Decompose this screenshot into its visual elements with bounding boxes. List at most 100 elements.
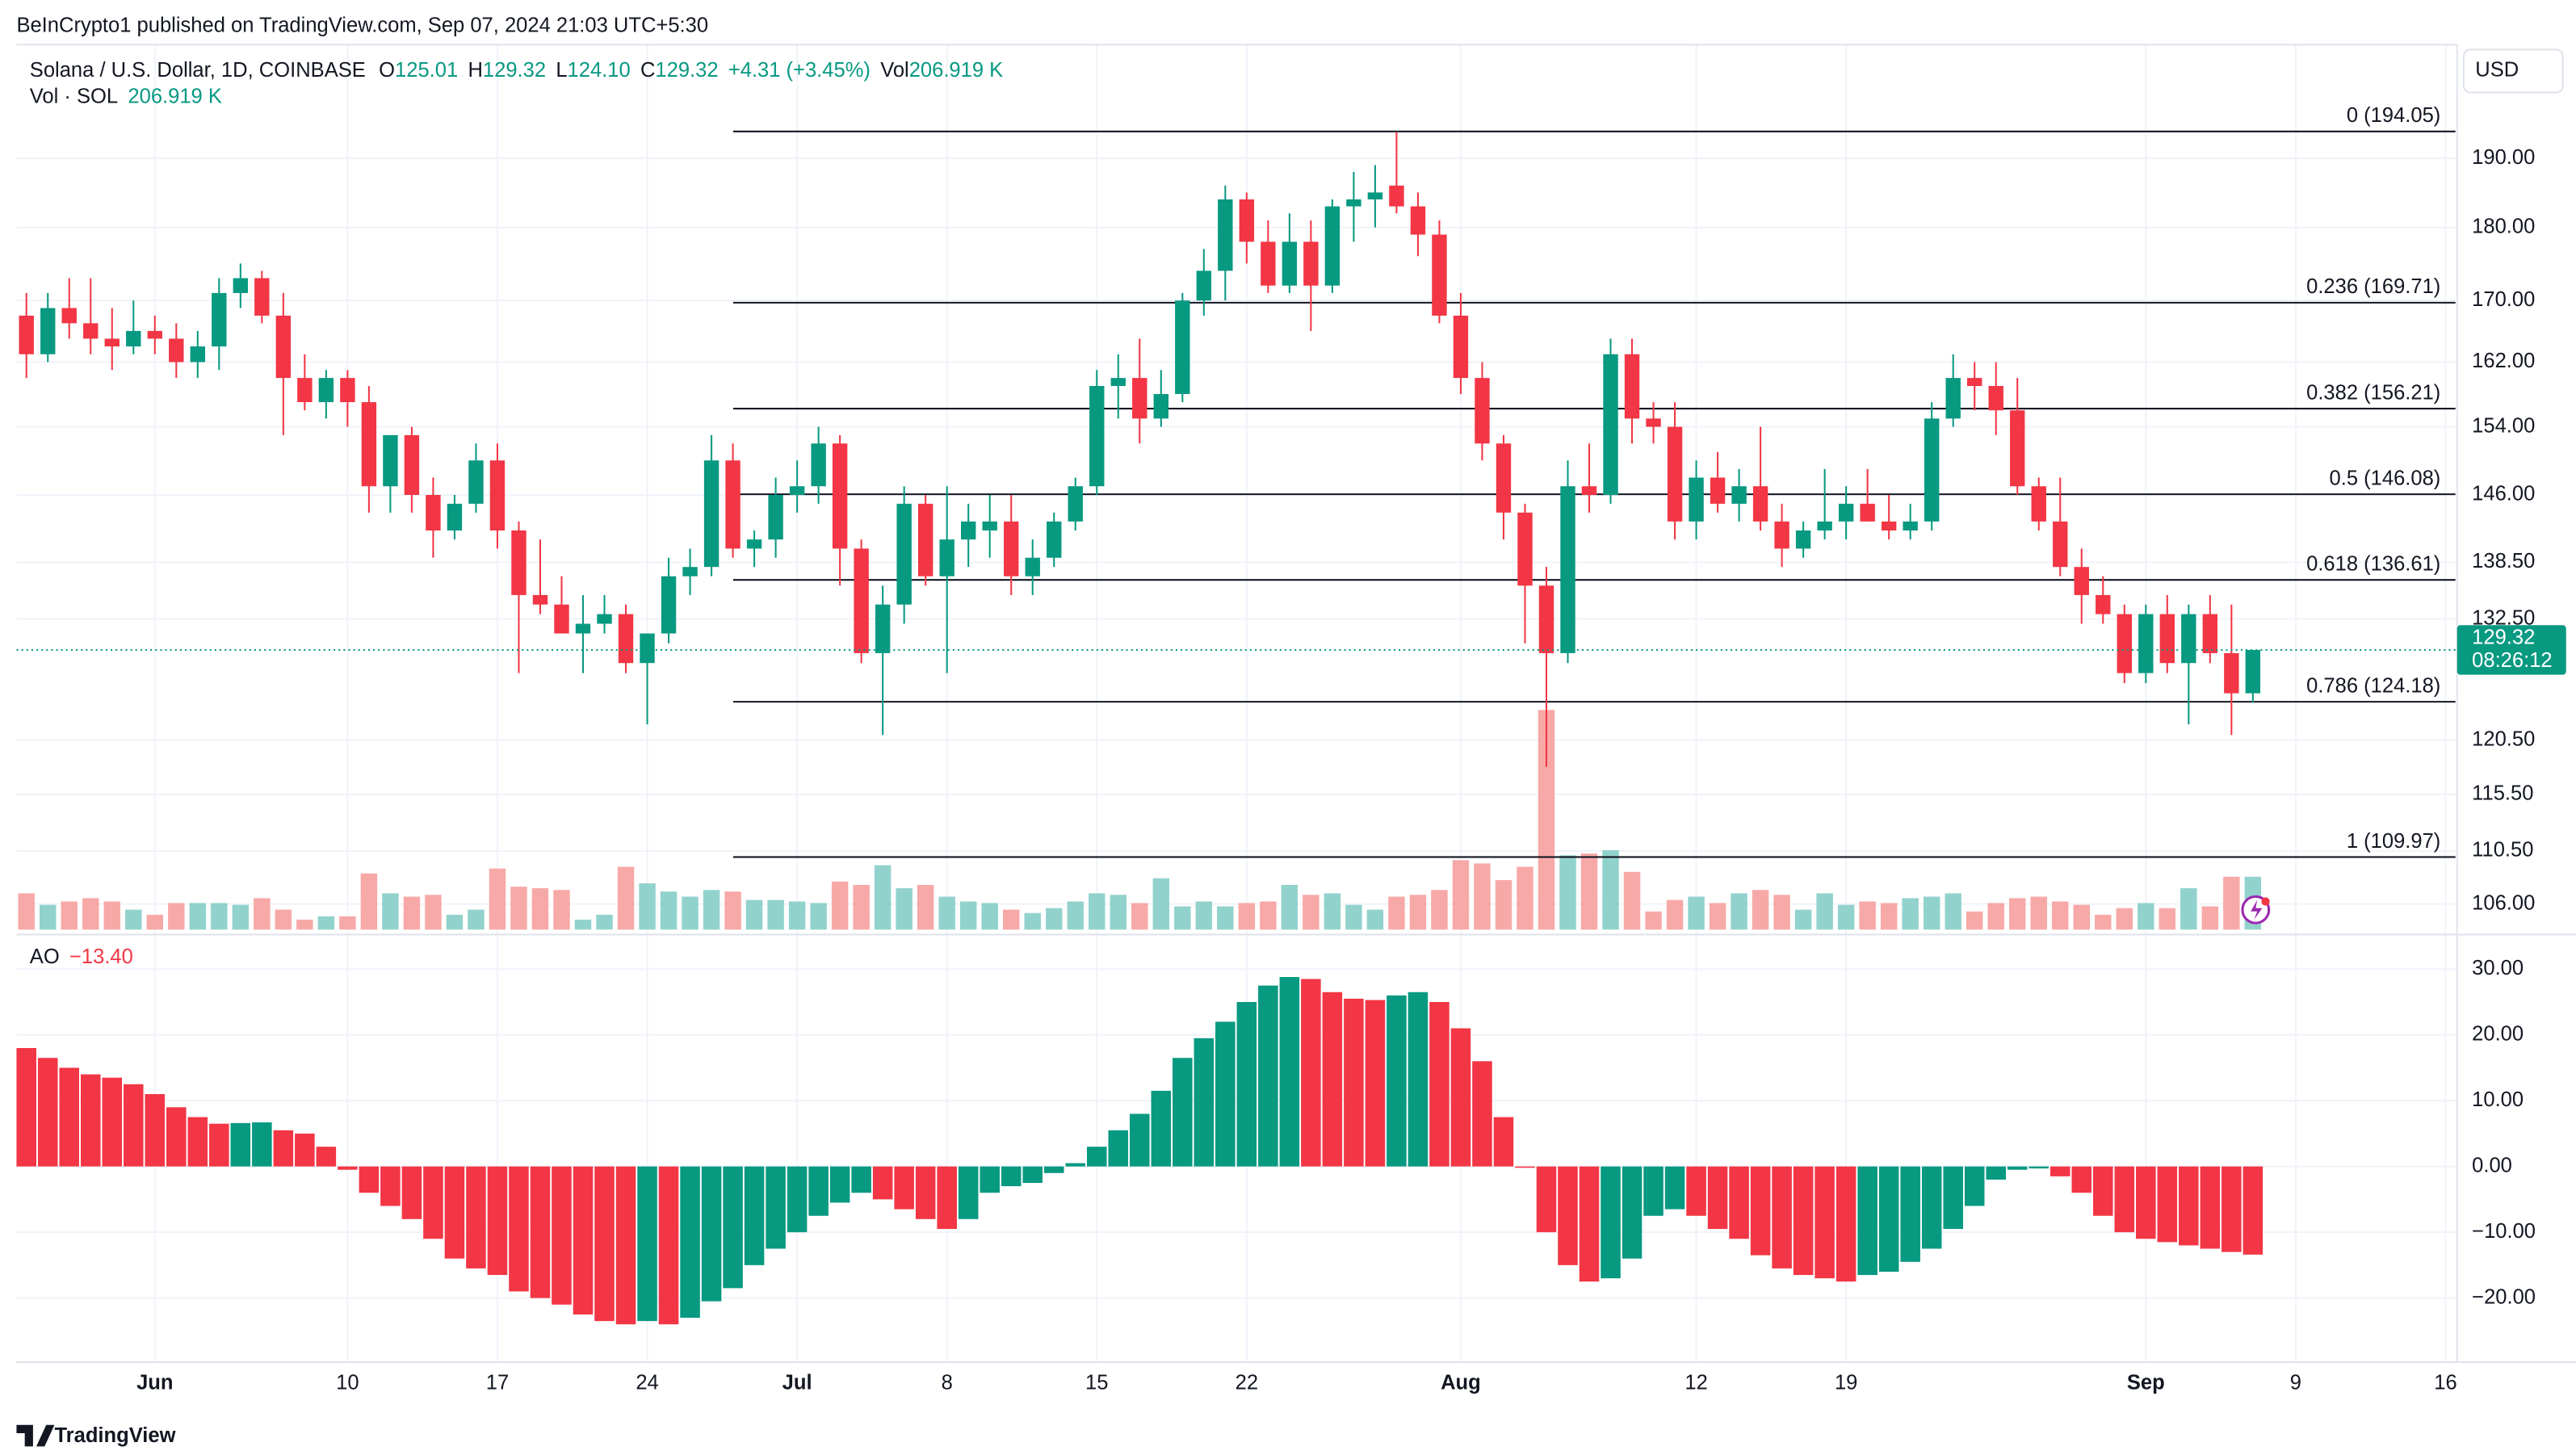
candle-body [2096, 594, 2111, 614]
y-tick-label: −20.00 [2472, 1285, 2536, 1308]
ao-bar [787, 1166, 808, 1233]
ao-bar [102, 1077, 123, 1167]
volume-bar [1324, 893, 1341, 930]
candle-body [1153, 394, 1169, 419]
ao-bar [1836, 1166, 1856, 1282]
grid [16, 44, 2456, 1363]
candle-body [1860, 503, 1875, 522]
volume-bar [896, 888, 913, 930]
volume-bar [510, 887, 527, 930]
volume-bar [125, 909, 142, 930]
volume-bar [1902, 898, 1919, 930]
ao-bar [466, 1166, 486, 1268]
fib-label: 0.618 (136.61) [2306, 553, 2440, 576]
ao-bar [872, 1166, 893, 1200]
volume-bar [1773, 895, 1790, 930]
candle-body [426, 495, 441, 530]
ao-bar [187, 1117, 208, 1167]
ao-bar [1429, 1001, 1450, 1167]
volume-bar [382, 893, 399, 930]
fib-label: 0.236 (169.71) [2306, 275, 2440, 298]
volume-bar [2009, 898, 2026, 930]
y-tick-label: 154.00 [2472, 414, 2535, 437]
ao-bar [59, 1067, 80, 1167]
ao-bar [766, 1166, 786, 1249]
candle-body [404, 434, 420, 496]
volume-bar [1431, 890, 1448, 930]
candle-body [811, 443, 826, 487]
volume-bar [275, 909, 292, 930]
ao-bar [2049, 1166, 2070, 1176]
candle-body [1795, 530, 1811, 549]
volume-bar [1837, 904, 1855, 930]
candle-body [2224, 652, 2239, 694]
candle-body [297, 378, 313, 403]
ao-bar [2179, 1166, 2199, 1246]
candle-body [2159, 614, 2175, 664]
volume-bar [2095, 914, 2112, 930]
candle-body [1025, 557, 1040, 577]
volume-bar [446, 914, 464, 930]
candle-body [768, 495, 783, 540]
candle-body [1089, 386, 1105, 487]
ao-bar [509, 1166, 529, 1292]
alert-dot [2261, 897, 2270, 906]
volume-bar [660, 891, 678, 930]
x-tick-label: 16 [2434, 1371, 2456, 1394]
ao-bar [1043, 1166, 1064, 1173]
candle-body [1560, 486, 1575, 653]
volume-bar [1709, 903, 1726, 930]
candle-body [1710, 477, 1726, 504]
ao-bar [915, 1166, 936, 1219]
candle-body [1324, 206, 1340, 286]
ao-bar [1236, 1001, 1257, 1167]
y-tick-label: 10.00 [2472, 1088, 2524, 1111]
ao-title: AO [30, 946, 60, 968]
symbol: Solana / U.S. Dollar, 1D, COINBASE [30, 59, 366, 82]
ao-bar [1022, 1166, 1043, 1184]
y-tick-label: 110.50 [2472, 839, 2533, 862]
volume-bar [767, 899, 784, 930]
ao-bar [338, 1166, 358, 1170]
volume-bar [553, 890, 570, 930]
ao-bar [1301, 979, 1321, 1167]
candle-body [1303, 241, 1319, 286]
volume-bar [1452, 860, 1470, 930]
published-note: BeInCrypto1 published on TradingView.com… [16, 14, 708, 36]
volume-bar [531, 888, 549, 930]
ao-bar [552, 1166, 572, 1305]
ao-bar [1387, 995, 1407, 1167]
ao-bar [2114, 1166, 2135, 1233]
volume-bar [1966, 911, 1983, 930]
ao-bar [1793, 1166, 1814, 1276]
candle-body [1538, 585, 1554, 653]
currency-button[interactable] [2462, 48, 2564, 94]
ao-bar [1215, 1021, 1236, 1167]
symbol-legend: Solana / U.S. Dollar, 1D, COINBASE O125.0… [30, 59, 1003, 82]
candle-body [126, 330, 141, 347]
ao-bar [808, 1166, 829, 1216]
ao-bar [1878, 1166, 1899, 1273]
ao-bar [1964, 1166, 1985, 1206]
volume-bar [1303, 895, 1319, 930]
currency[interactable]: USD [2475, 59, 2519, 82]
ao-bar [530, 1166, 551, 1298]
volume-legend: Vol · SOL 206.919 K [30, 85, 222, 107]
y-tick-label: 170.00 [2472, 288, 2535, 311]
ao-bar [1900, 1166, 1920, 1262]
ao-bar [1279, 977, 1300, 1167]
candle-body [1603, 354, 1618, 496]
ao-bar [937, 1166, 957, 1230]
y-tick-label: 138.50 [2472, 550, 2535, 572]
x-tick-label: Jul [782, 1371, 812, 1394]
badge-timer: 08:26:12 [2472, 649, 2552, 672]
volume-bar [1002, 909, 1020, 930]
ao-bar [1515, 1166, 1535, 1168]
volume-bar [1345, 904, 1362, 930]
volume-bar [1688, 896, 1705, 930]
volume-bar [18, 893, 35, 930]
ao-bar [1408, 992, 1429, 1167]
x-tick-label: 12 [1684, 1371, 1707, 1394]
volume-bar [1089, 893, 1105, 930]
candle-body [190, 346, 206, 363]
